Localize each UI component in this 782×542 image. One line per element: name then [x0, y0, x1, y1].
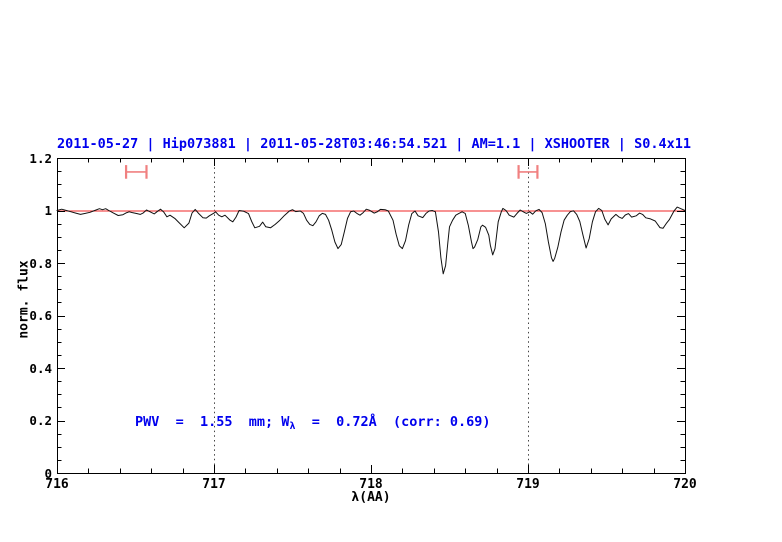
y-tick-label-1.2: 1.2 — [29, 150, 52, 166]
x-axis-label: λ(AA) — [351, 490, 391, 505]
plot-title: 2011-05-27 | Hip073881 | 2011-05-28T03:4… — [57, 136, 691, 152]
y-tick-label-0.2: 0.2 — [29, 413, 52, 428]
x-tick-label-719: 719 — [516, 477, 540, 492]
x-tick-label-717: 717 — [202, 477, 226, 492]
x-tick-label-716: 716 — [45, 477, 69, 492]
pwv-annotation: PWV = 1.55 mm; Wλ = 0.72Å (corr: 0.69) — [135, 414, 491, 432]
y-tick-label-0: 0 — [44, 465, 52, 481]
x-tick-label-718: 718 — [359, 477, 383, 492]
lambda-subscript: λ — [289, 421, 296, 432]
y-tick-label-0.8: 0.8 — [29, 255, 52, 271]
y-tick-label-1: 1 — [44, 203, 52, 218]
y-tick-label-0.4: 0.4 — [29, 360, 52, 376]
pwv-annotation-text: PWV = 1.55 mm; W — [135, 414, 290, 430]
pwv-annotation-text2: = 0.72Å (corr: 0.69) — [295, 414, 491, 430]
y-tick-label-0.6: 0.6 — [29, 308, 52, 323]
spectrum-line — [56, 206, 686, 275]
x-tick-label-720: 720 — [673, 477, 697, 492]
